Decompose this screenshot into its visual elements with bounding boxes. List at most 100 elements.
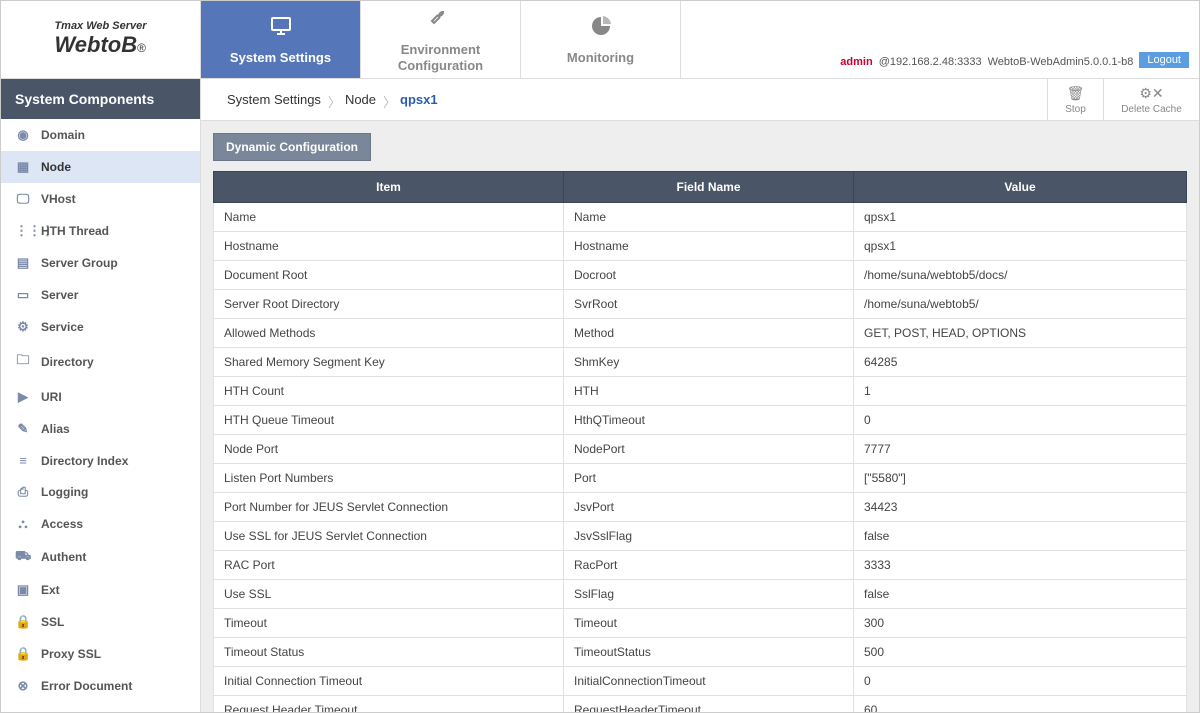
table-row: Allowed MethodsMethodGET, POST, HEAD, OP… [214, 319, 1187, 348]
cell-value: 60 [854, 696, 1187, 713]
cell-field: Hostname [564, 232, 854, 261]
dynamic-config-button[interactable]: Dynamic Configuration [213, 133, 371, 161]
sidebar-item-logging[interactable]: ⎙Logging [1, 476, 200, 508]
sidebar-item-label: Access [41, 517, 83, 531]
brand-name: WebtoB [54, 32, 137, 57]
cell-value: 0 [854, 406, 1187, 435]
content: System SettingsNodeqpsx1 🗑 Stop ⚙✕ Delet… [201, 79, 1199, 712]
sidebar-item-ext[interactable]: ▣Ext [1, 574, 200, 606]
sidebar-item-node[interactable]: ▦ Node [1, 151, 200, 183]
cell-value: 500 [854, 638, 1187, 667]
cell-field: JsvSslFlag [564, 522, 854, 551]
cell-value: 0 [854, 667, 1187, 696]
cell-item: Use SSL for JEUS Servlet Connection [214, 522, 564, 551]
content-body: Dynamic Configuration Item Field Name Va… [201, 121, 1199, 712]
table-row: TimeoutTimeout300 [214, 609, 1187, 638]
delete-cache-button[interactable]: ⚙✕ Delete Cache [1103, 79, 1199, 120]
tab-system-settings[interactable]: System Settings [201, 1, 361, 78]
cell-value: false [854, 580, 1187, 609]
cell-field: RacPort [564, 551, 854, 580]
logo: Tmax Web Server WebtoB® [1, 1, 201, 78]
logout-button[interactable]: Logout [1139, 52, 1189, 68]
sidebar-item-authent[interactable]: ⛟ Authent [1, 540, 200, 574]
table-row: HTH Queue TimeoutHthQTimeout0 [214, 406, 1187, 435]
cell-item: Initial Connection Timeout [214, 667, 564, 696]
sidebar-item-directory-index[interactable]: ≡Directory Index [1, 445, 200, 476]
breadcrumb-item[interactable]: qpsx1 [388, 92, 450, 107]
tab-monitoring[interactable]: Monitoring [521, 1, 681, 78]
cell-item: Shared Memory Segment Key [214, 348, 564, 377]
cell-item: Server Root Directory [214, 290, 564, 319]
cell-field: SvrRoot [564, 290, 854, 319]
tab-environment-config[interactable]: Environment Configuration [361, 1, 521, 78]
cell-value: GET, POST, HEAD, OPTIONS [854, 319, 1187, 348]
sidebar-item-server[interactable]: ▭Server [1, 279, 200, 311]
col-field: Field Name [564, 172, 854, 203]
cell-item: Timeout [214, 609, 564, 638]
sidebar-item-uri[interactable]: ▶URI [1, 381, 200, 413]
cell-field: InitialConnectionTimeout [564, 667, 854, 696]
sidebar-item-server-group[interactable]: ▤Server Group [1, 247, 200, 279]
table-row: Node PortNodePort7777 [214, 435, 1187, 464]
sidebar-item-label: Directory Index [41, 454, 128, 468]
sidebar-item-directory[interactable]: 🗀Directory [1, 343, 200, 381]
cell-item: Use SSL [214, 580, 564, 609]
header: Tmax Web Server WebtoB® System Settings … [1, 1, 1199, 79]
sidebar-item-domain[interactable]: ◉Domain [1, 119, 200, 151]
cell-field: Timeout [564, 609, 854, 638]
cell-item: Allowed Methods [214, 319, 564, 348]
table-row: Use SSL for JEUS Servlet ConnectionJsvSs… [214, 522, 1187, 551]
cell-value: 64285 [854, 348, 1187, 377]
cell-field: RequestHeaderTimeout [564, 696, 854, 713]
sidebar-item-hth-thread[interactable]: ⋮⋮⋮HTH Thread [1, 215, 200, 247]
table-row: Shared Memory Segment KeyShmKey64285 [214, 348, 1187, 377]
sidebar-item-label: Server [41, 288, 78, 302]
cell-value: ["5580"] [854, 464, 1187, 493]
sidebar-item-expires[interactable]: ⏱Expires [1, 702, 200, 712]
cell-value: 300 [854, 609, 1187, 638]
cell-field: HTH [564, 377, 854, 406]
sidebar-item-label: SSL [41, 615, 64, 629]
stop-icon: 🗑 [1067, 85, 1085, 102]
host-label: @192.168.2.48:3333 [879, 56, 982, 68]
cell-item: Node Port [214, 435, 564, 464]
wrench-icon [429, 6, 453, 36]
breadcrumb-item[interactable]: Node [333, 92, 388, 107]
cell-value: false [854, 522, 1187, 551]
cell-field: Docroot [564, 261, 854, 290]
sidebar-item-proxy-ssl[interactable]: 🔒Proxy SSL [1, 638, 200, 670]
sidebar-item-label: Node [41, 160, 71, 174]
breadcrumb: System SettingsNodeqpsx1 [201, 79, 1047, 120]
sidebar-item-access[interactable]: ⛬ Access [1, 508, 200, 540]
sidebar-icon: 🔒 [15, 614, 31, 630]
sidebar-item-ssl[interactable]: 🔒 SSL [1, 606, 200, 638]
table-row: HTH CountHTH1 [214, 377, 1187, 406]
sidebar-item-error-document[interactable]: ⊗Error Document [1, 670, 200, 702]
cell-item: Document Root [214, 261, 564, 290]
sidebar-item-vhost[interactable]: 🖵VHost [1, 183, 200, 215]
sidebar-item-label: Authent [41, 550, 86, 564]
sidebar-icon: ▤ [15, 255, 31, 271]
cell-field: Port [564, 464, 854, 493]
sidebar-item-alias[interactable]: ✎Alias [1, 413, 200, 445]
delete-icon: ⚙✕ [1139, 85, 1163, 102]
sidebar-icon: 🔒 [15, 646, 31, 662]
breadcrumb-item[interactable]: System Settings [215, 92, 333, 107]
cell-item: Listen Port Numbers [214, 464, 564, 493]
cell-item: HTH Queue Timeout [214, 406, 564, 435]
cell-value: /home/suna/webtob5/docs/ [854, 261, 1187, 290]
table-row: Port Number for JEUS Servlet ConnectionJ… [214, 493, 1187, 522]
table-row: Document RootDocroot/home/suna/webtob5/d… [214, 261, 1187, 290]
tab-label: Environment Configuration [361, 42, 520, 73]
sidebar-icon: ⛟ [15, 548, 31, 566]
cell-field: Method [564, 319, 854, 348]
sidebar-item-service[interactable]: ⚙Service [1, 311, 200, 343]
table-row: Timeout StatusTimeoutStatus500 [214, 638, 1187, 667]
table-row: Use SSLSslFlagfalse [214, 580, 1187, 609]
sidebar-icon: ⛬ [15, 516, 31, 532]
pie-icon [589, 14, 613, 44]
cell-item: RAC Port [214, 551, 564, 580]
stop-button[interactable]: 🗑 Stop [1047, 79, 1103, 120]
sidebar-icon: ▦ [15, 159, 31, 175]
breadcrumb-bar: System SettingsNodeqpsx1 🗑 Stop ⚙✕ Delet… [201, 79, 1199, 121]
